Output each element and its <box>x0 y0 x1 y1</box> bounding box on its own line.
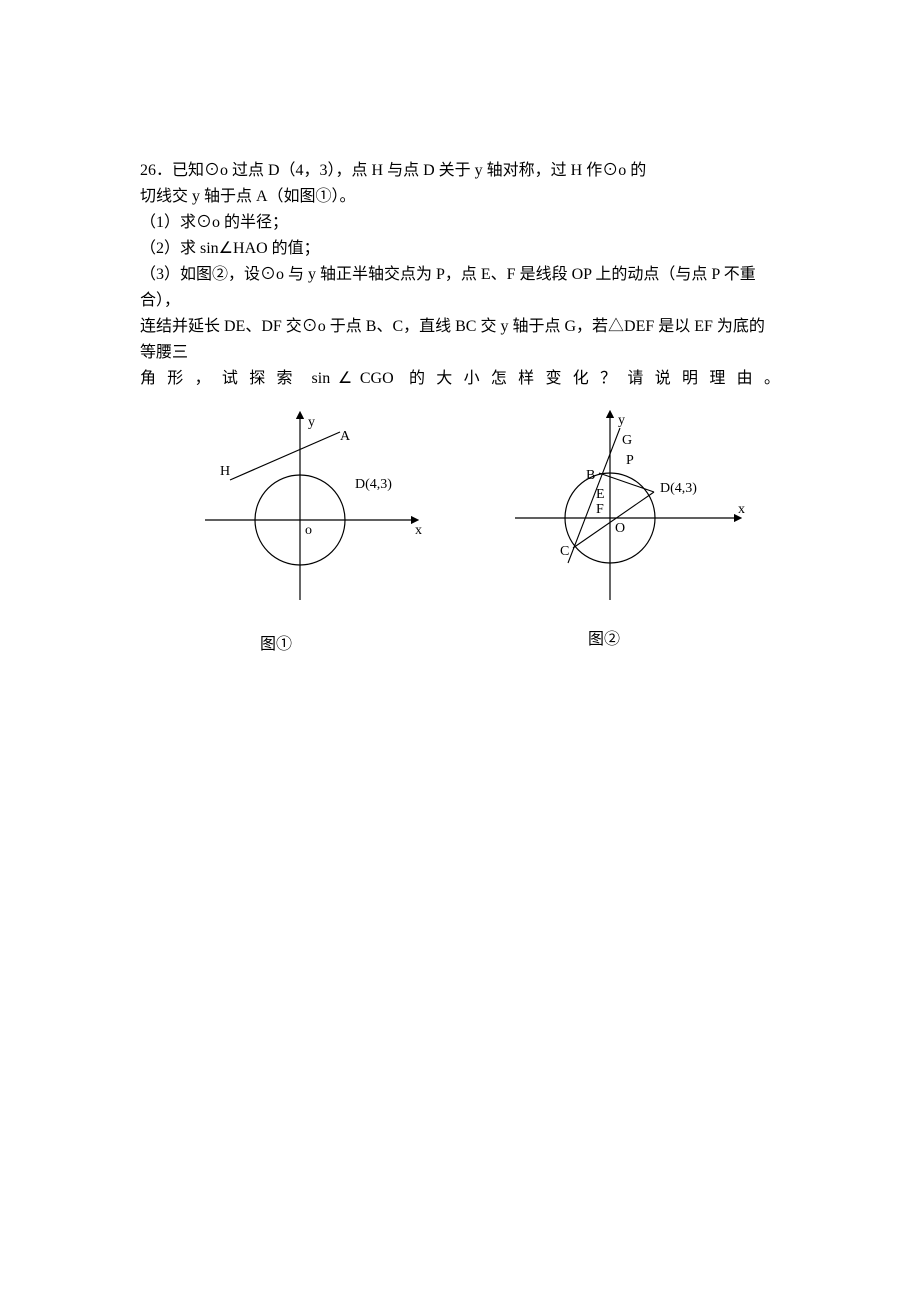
problem-line-5: （3）如图②，设⊙o 与 y 轴正半轴交点为 P，点 E、F 是线段 OP 上的… <box>140 262 780 314</box>
figure-1-caption: 图① <box>260 630 292 654</box>
fig1-label-y: y <box>308 415 315 430</box>
fig2-label-b: B <box>586 468 595 483</box>
fig2-label-c: C <box>560 544 569 559</box>
figures-row: y x o H A D(4,3) 图① <box>140 400 780 680</box>
fig2-line-gc <box>568 428 620 563</box>
problem-line-7: 角 形 ， 试 探 索 sin ∠ CGO 的 大 小 怎 样 变 化 ？ 请 … <box>140 366 780 392</box>
problem-line-4: （2）求 sin∠HAO 的值； <box>140 236 780 262</box>
fig2-label-p: P <box>626 453 634 468</box>
fig1-label-h: H <box>220 464 230 479</box>
problem-line-2: 切线交 y 轴于点 A（如图①）。 <box>140 184 780 210</box>
figure-2-caption: 图② <box>588 625 620 649</box>
fig1-tangent <box>230 432 340 480</box>
fig2-label-g: G <box>622 433 632 448</box>
problem-block: 26．已知⊙o 过点 D（4，3），点 H 与点 D 关于 y 轴对称，过 H … <box>140 158 780 680</box>
fig2-label-x: x <box>738 502 745 517</box>
figure-1-svg: y x o H A D(4,3) <box>160 400 440 610</box>
figure-2: y x O G P B E F C D(4,3) 图② <box>470 400 770 615</box>
fig2-label-y: y <box>618 413 625 428</box>
fig1-label-d: D(4,3) <box>355 477 392 492</box>
fig1-label-origin: o <box>305 523 312 538</box>
figure-1: y x o H A D(4,3) 图① <box>160 400 440 615</box>
problem-line-6: 连结并延长 DE、DF 交⊙o 于点 B、C，直线 BC 交 y 轴于点 G，若… <box>140 314 780 366</box>
fig1-label-a: A <box>340 429 351 444</box>
fig2-label-d: D(4,3) <box>660 481 697 496</box>
figure-2-svg: y x O G P B E F C D(4,3) <box>470 400 770 610</box>
fig2-label-f: F <box>596 502 604 517</box>
fig1-label-x: x <box>415 523 422 538</box>
fig2-label-origin: O <box>615 521 625 536</box>
fig2-label-e: E <box>596 487 605 502</box>
problem-line-1: 26．已知⊙o 过点 D（4，3），点 H 与点 D 关于 y 轴对称，过 H … <box>140 158 780 184</box>
problem-line-3: （1）求⊙o 的半径； <box>140 210 780 236</box>
